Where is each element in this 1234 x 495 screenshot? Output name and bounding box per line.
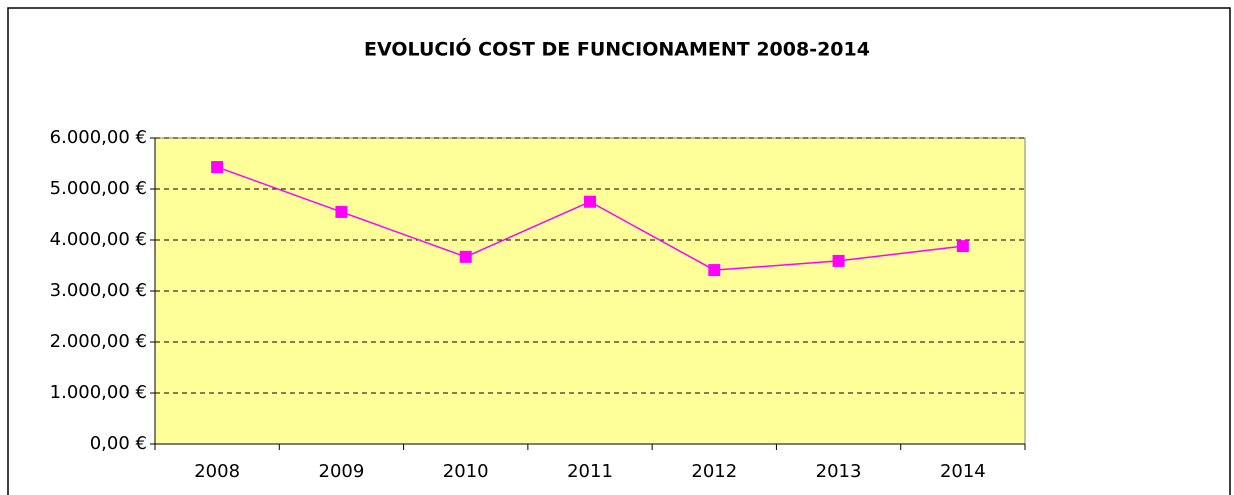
data-marker	[956, 240, 969, 253]
x-tick-label: 2008	[194, 461, 240, 482]
y-tick-label: 1.000,00 €	[50, 382, 147, 403]
data-marker	[211, 161, 224, 174]
x-tick-label: 2012	[691, 461, 737, 482]
x-tick-label: 2013	[816, 461, 862, 482]
x-tick-label: 2010	[443, 461, 489, 482]
x-tick-label: 2014	[940, 461, 986, 482]
y-tick-label: 2.000,00 €	[50, 331, 147, 352]
chart-title: EVOLUCIÓ COST DE FUNCIONAMENT 2008-2014	[364, 37, 870, 61]
y-tick-label: 3.000,00 €	[50, 280, 147, 301]
y-tick-label: 0,00 €	[90, 433, 147, 454]
data-marker	[708, 264, 721, 277]
y-tick-label: 4.000,00 €	[50, 229, 147, 250]
data-marker	[335, 205, 348, 218]
x-tick-label: 2009	[319, 461, 365, 482]
y-tick-label: 5.000,00 €	[50, 178, 147, 199]
data-marker	[584, 195, 596, 208]
x-tick-label: 2011	[567, 461, 613, 482]
data-marker	[832, 254, 845, 267]
y-tick-label: 6.000,00 €	[50, 127, 147, 148]
data-marker	[459, 250, 472, 263]
